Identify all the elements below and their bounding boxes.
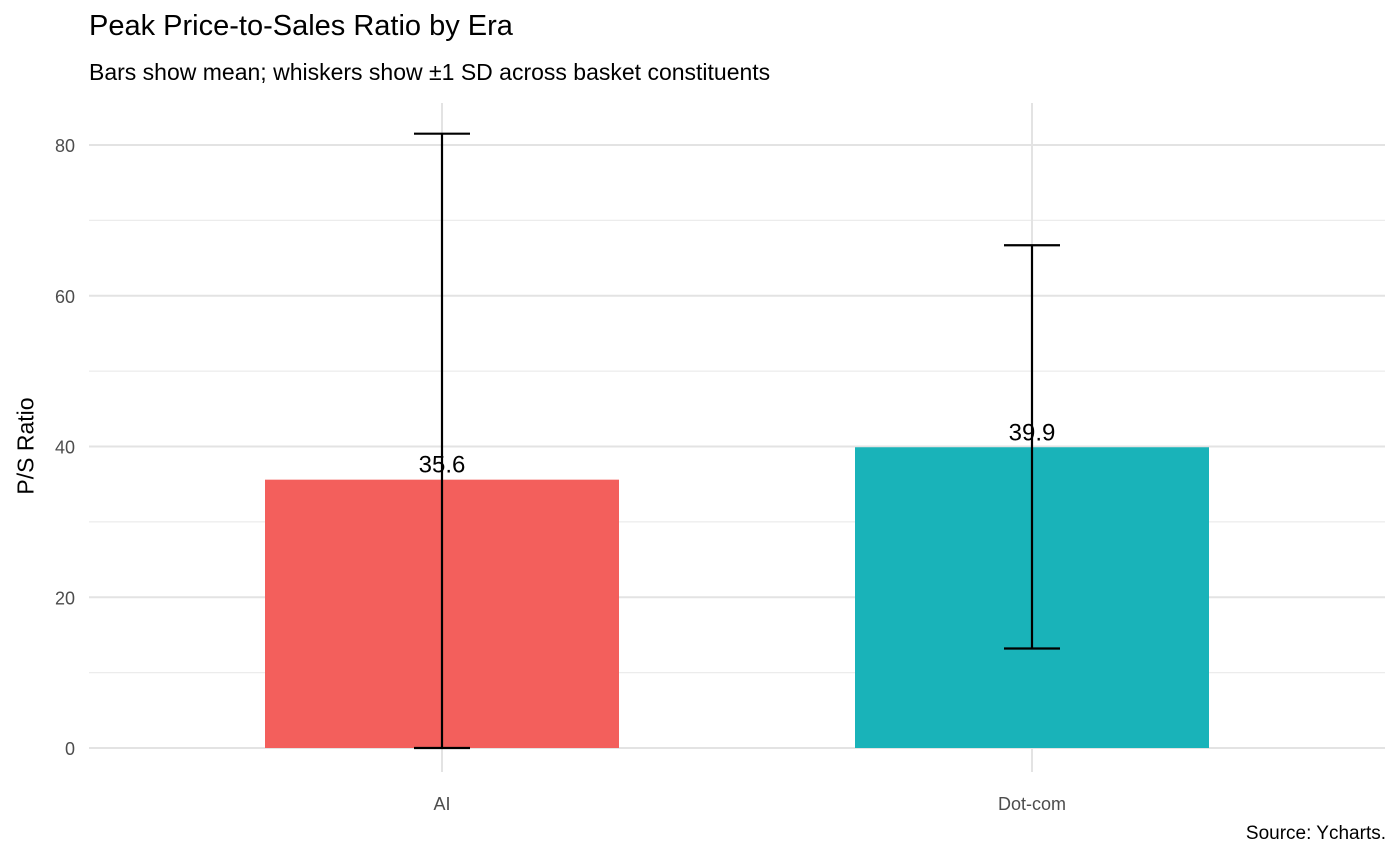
- y-tick-label: 20: [55, 588, 75, 608]
- y-tick-label: 60: [55, 287, 75, 307]
- data-label: 39.9: [1009, 419, 1056, 446]
- chart-title: Peak Price-to-Sales Ratio by Era: [89, 10, 513, 42]
- chart-caption: Source: Ycharts.: [1245, 823, 1386, 844]
- data-label: 35.6: [419, 452, 466, 479]
- x-tick-label: Dot-com: [998, 794, 1066, 814]
- chart-subtitle: Bars show mean; whiskers show ±1 SD acro…: [89, 59, 771, 85]
- x-tick-label: AI: [433, 794, 450, 814]
- y-tick-label: 40: [55, 438, 75, 458]
- y-tick-label: 0: [65, 739, 75, 759]
- y-tick-label: 80: [55, 136, 75, 156]
